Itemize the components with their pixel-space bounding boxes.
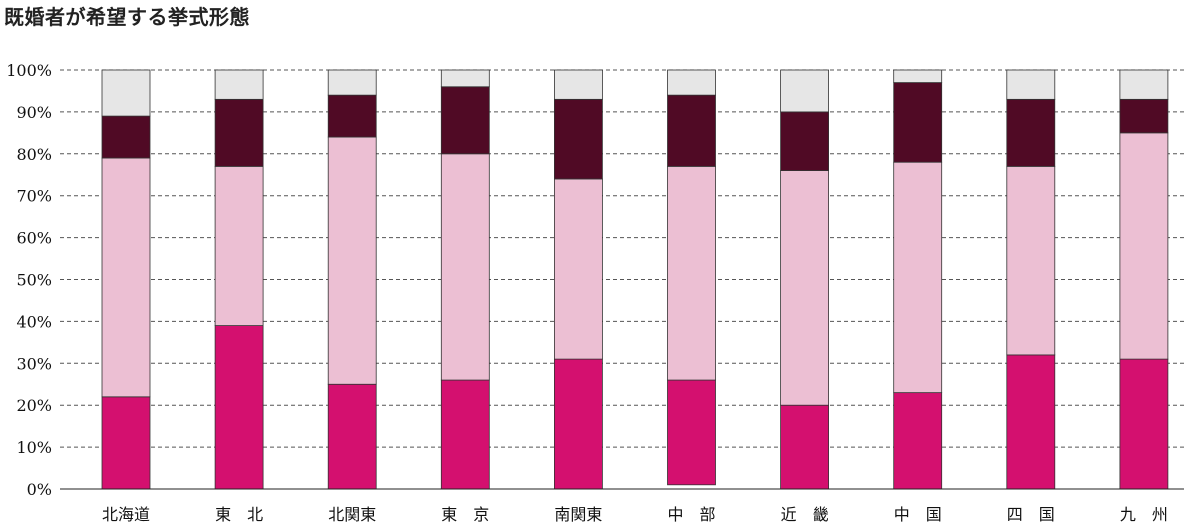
bar-segment	[1006, 354, 1056, 490]
bar-segment	[893, 69, 943, 83]
bar-group	[893, 69, 943, 490]
bar-segment	[214, 69, 264, 100]
bar-segment	[214, 325, 264, 490]
bar-segment	[893, 161, 943, 394]
bar-segment	[780, 111, 829, 171]
x-tick-label: 近 畿	[781, 505, 829, 524]
y-tick-label: 20%	[16, 396, 52, 415]
bar-segment	[1119, 98, 1169, 134]
y-tick-label: 70%	[16, 187, 52, 206]
y-tick-label: 50%	[16, 271, 52, 290]
bar-segment	[327, 69, 377, 96]
bar-segment	[440, 86, 490, 155]
chart-title: 既婚者が希望する挙式形態	[4, 5, 250, 29]
bar-segment	[327, 94, 377, 138]
bar-segment	[214, 98, 264, 167]
bar-segment	[1119, 132, 1169, 360]
bar-segment	[667, 379, 716, 486]
bar-segment	[667, 94, 716, 167]
x-axis-labels: 北海道 東 北 北関東 東 京 南関東 中 部 近 畿 中 国 四 国 九 州	[102, 505, 1168, 524]
bar-segment	[327, 136, 377, 385]
bar-segment	[1006, 165, 1056, 356]
bar-segment	[667, 69, 716, 96]
bar-segment	[1006, 69, 1056, 100]
x-tick-label: 九 州	[1120, 505, 1168, 524]
bar-segment	[1006, 98, 1056, 167]
y-tick-label: 10%	[16, 438, 52, 457]
bar-groups	[101, 69, 1169, 490]
bar-group	[214, 69, 264, 490]
bar-segment	[327, 383, 377, 490]
gridlines	[60, 69, 1184, 448]
bar-segment	[554, 69, 603, 100]
bar-segment	[101, 69, 151, 117]
x-tick-label: 北海道	[102, 505, 150, 524]
y-axis-ticks: 0% 10% 20% 30% 40% 50% 60% 70% 80% 90% 100%	[6, 61, 52, 499]
bar-group	[101, 69, 151, 490]
bar-segment	[440, 153, 490, 381]
bar-segment	[440, 379, 490, 490]
bar-segment	[893, 392, 943, 490]
bar-group	[667, 69, 716, 486]
x-tick-label: 中 部	[667, 505, 715, 524]
bar-segment	[667, 165, 716, 381]
bar-segment	[554, 98, 603, 180]
x-tick-label: 北関東	[328, 505, 376, 524]
bar-segment	[780, 170, 829, 406]
bar-segment	[440, 69, 490, 88]
bar-segment	[1119, 358, 1169, 490]
bar-group	[780, 69, 829, 490]
y-tick-label: 30%	[16, 354, 52, 373]
bar-group	[440, 69, 490, 490]
y-tick-label: 40%	[16, 312, 52, 331]
y-tick-label: 100%	[6, 61, 52, 80]
bar-group	[1006, 69, 1056, 490]
x-tick-label: 南関東	[554, 505, 602, 524]
bar-segment	[101, 396, 151, 490]
x-tick-label: 東 京	[441, 505, 489, 524]
bar-group	[1119, 69, 1169, 490]
bar-segment	[554, 178, 603, 360]
bar-segment	[101, 157, 151, 398]
bar-segment	[1119, 69, 1169, 100]
bar-segment	[893, 82, 943, 163]
bar-segment	[780, 404, 829, 490]
x-tick-label: 中 国	[894, 505, 942, 524]
bar-group	[327, 69, 377, 490]
bar-segment	[101, 115, 151, 159]
bar-segment	[780, 69, 829, 113]
y-tick-label: 80%	[16, 145, 52, 164]
y-tick-label: 90%	[16, 103, 52, 122]
bar-segment	[214, 165, 264, 326]
x-tick-label: 四 国	[1007, 505, 1055, 524]
x-tick-label: 東 北	[215, 505, 263, 524]
bar-group	[554, 69, 603, 490]
y-tick-label: 0%	[27, 480, 52, 499]
bar-segment	[554, 358, 603, 490]
y-tick-label: 60%	[16, 229, 52, 248]
